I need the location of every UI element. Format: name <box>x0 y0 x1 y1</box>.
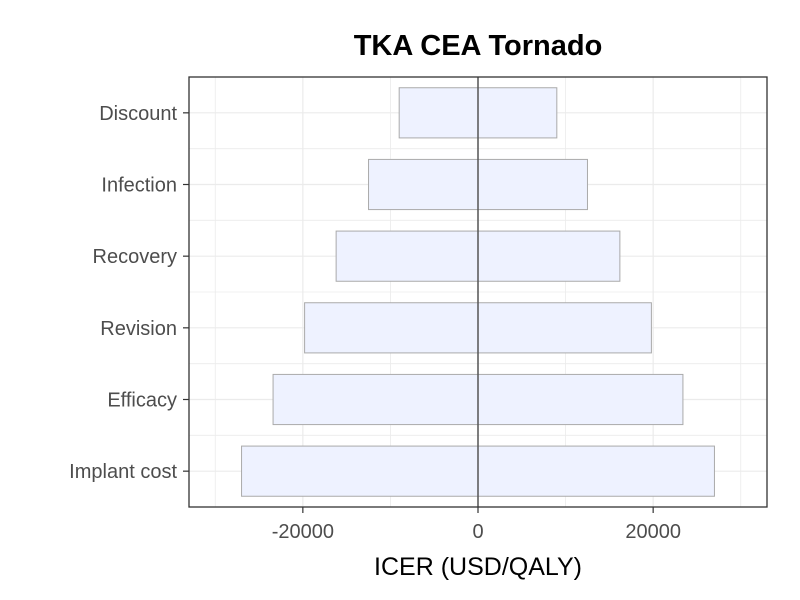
x-tick-label: -20000 <box>272 521 334 543</box>
y-tick-label: Implant cost <box>69 461 177 483</box>
x-tick-label: 20000 <box>625 521 681 543</box>
y-axis: Discount Infection Recovery Revision Efficac… <box>69 103 189 483</box>
x-axis-label: ICER (USD/QALY) <box>374 553 582 581</box>
x-tick-label: 0 <box>472 521 483 543</box>
y-tick-label: Revision <box>100 318 177 340</box>
x-axis: -20000 0 20000 <box>272 507 681 543</box>
y-tick-label: Recovery <box>93 246 177 268</box>
y-tick-label: Infection <box>101 175 177 197</box>
chart-title: TKA CEA Tornado <box>354 30 603 62</box>
y-tick-label: Efficacy <box>107 390 177 412</box>
y-tick-label: Discount <box>99 103 177 125</box>
